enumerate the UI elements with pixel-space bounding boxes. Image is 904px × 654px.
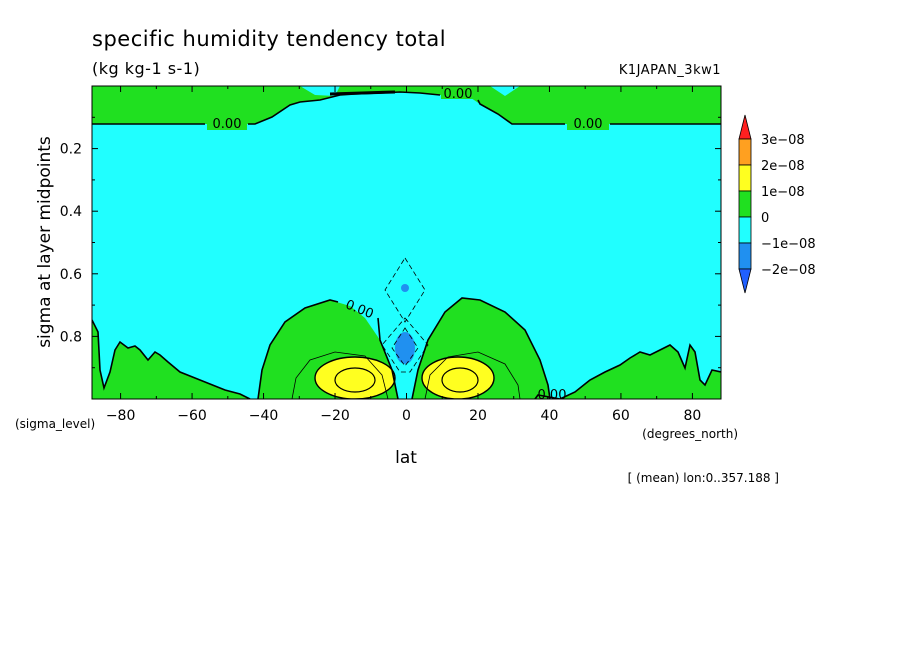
x-tick-label: 60: [612, 408, 630, 424]
y-tick-label: 0.8: [60, 329, 82, 345]
legend-level-label: −1e−08: [761, 237, 816, 252]
contour-label-2: 0.00: [574, 117, 603, 132]
x-tick-label: −60: [177, 408, 207, 424]
x-unit-label: (degrees_north): [642, 427, 738, 441]
plot-area: [92, 86, 721, 399]
y-axis-label: sigma at layer midpoints: [35, 136, 55, 348]
x-tick-label: −80: [106, 408, 136, 424]
legend-level-label: 1e−08: [761, 185, 805, 200]
y-unit-label: (sigma_level): [15, 417, 95, 431]
legend-level-label: −2e−08: [761, 263, 816, 278]
field-equatorial-min-upper: [401, 284, 409, 292]
legend-level-label: 2e−08: [761, 159, 805, 174]
legend-swatch-bottom: [738, 268, 752, 294]
x-tick-label: −40: [249, 408, 279, 424]
legend-swatch: [738, 164, 752, 192]
legend-swatch: [738, 138, 752, 166]
legend-swatch-top: [738, 114, 752, 140]
x-tick-label: 0: [402, 408, 411, 424]
legend-level-label: 0: [761, 211, 769, 226]
field-north-max: [422, 357, 494, 399]
y-tick-label: 0.4: [60, 204, 82, 220]
zero-contours: [92, 90, 721, 399]
x-tick-label: 80: [683, 408, 701, 424]
chart-subtitle: (kg kg-1 s-1): [92, 59, 200, 78]
x-axis-label: lat: [395, 448, 417, 468]
x-tick-label: 40: [541, 408, 559, 424]
legend-swatch: [738, 190, 752, 218]
legend-swatch: [738, 216, 752, 244]
field-lower-west-positive: [92, 320, 250, 399]
contour-label-3: 0.00: [444, 87, 473, 102]
positive-contours: [291, 351, 521, 399]
color-legend: 3e−08 2e−08 1e−08 0 −1e−08 −2e−08: [738, 114, 816, 294]
legend-swatch: [738, 242, 752, 270]
x-tick-label: 20: [469, 408, 487, 424]
negative-contours: [381, 257, 429, 373]
averaging-note: [ (mean) lon:0..357.188 ]: [628, 471, 779, 485]
contour-label-1: 0.00: [213, 117, 242, 132]
field-upper-positive: [92, 86, 721, 124]
contour-label-5: 0.00: [538, 388, 567, 403]
y-tick-label: 0.6: [60, 267, 82, 283]
x-tick-label: −20: [320, 408, 350, 424]
x-axis: −80 −60 −40 −20 0 20 40 60 80: [106, 86, 701, 424]
field-equatorial-min: [395, 332, 415, 364]
y-tick-label: 0.2: [60, 142, 82, 158]
chart-title: specific humidity tendency total: [92, 27, 446, 51]
y-axis: 0.2 0.4 0.6 0.8: [60, 116, 721, 369]
dataset-label: K1JAPAN_3kw1: [619, 63, 721, 78]
field-upper-notch-2: [490, 86, 520, 96]
legend-level-label: 3e−08: [761, 133, 805, 148]
